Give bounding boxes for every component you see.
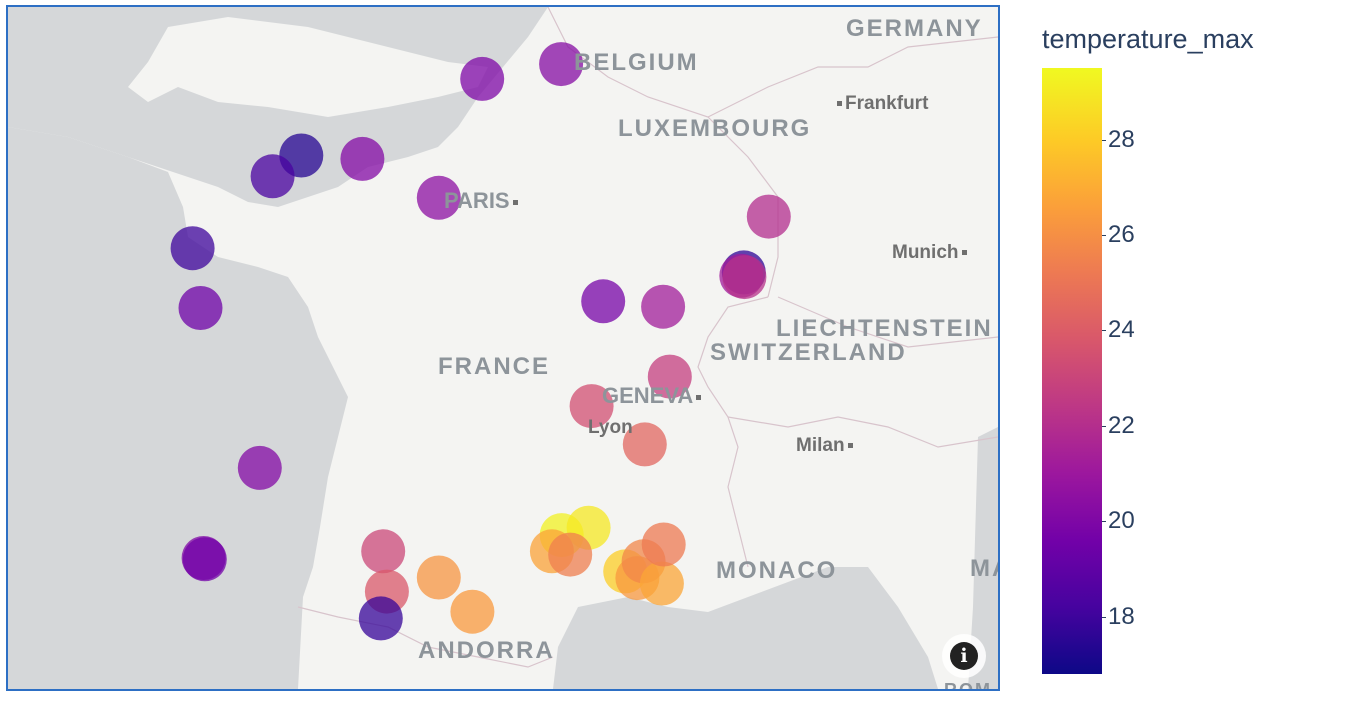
uk-landmass (128, 17, 488, 117)
scatter-point[interactable] (358, 596, 403, 641)
scatter-point[interactable] (639, 561, 684, 606)
scatter-points (170, 42, 791, 641)
scatter-point[interactable] (340, 136, 385, 181)
country-label-liechtenstein: LIECHTENSTEIN (776, 315, 993, 342)
city-dot-icon (847, 443, 853, 449)
colorbar-tick-mark (1102, 330, 1106, 332)
colorbar-tick-label: 20 (1108, 507, 1135, 535)
scatter-point[interactable] (250, 154, 295, 199)
scatter-point[interactable] (746, 194, 791, 239)
colorbar-tick-mark (1102, 616, 1106, 618)
colorbar-tick-mark (1102, 521, 1106, 523)
colorbar-tick-label: 22 (1108, 411, 1135, 439)
country-label-switzerland: SWITZERLAND (710, 339, 907, 366)
country-label-luxembourg: LUXEMBOURG (618, 115, 812, 142)
scatter-point[interactable] (416, 555, 461, 600)
scatter-point[interactable] (170, 226, 215, 271)
colorbar-title: temperature_max (1042, 24, 1254, 54)
scatter-point[interactable] (237, 445, 282, 490)
colorbar-tick-label: 18 (1108, 602, 1135, 630)
scatter-point[interactable] (460, 56, 505, 101)
city-label-geneva: GENEVA (602, 383, 704, 409)
city-label-paris: PARIS (444, 188, 521, 214)
info-icon: i (950, 642, 978, 670)
scatter-point[interactable] (178, 286, 223, 330)
scatter-point[interactable] (722, 255, 767, 300)
city-label-munich: Munich (892, 242, 970, 264)
scatter-point[interactable] (569, 384, 614, 429)
city-dot-icon (512, 199, 518, 205)
info-button[interactable]: i (942, 634, 986, 678)
scatter-point[interactable] (641, 284, 686, 329)
scatter-point[interactable] (450, 589, 495, 634)
scatter-point[interactable] (647, 354, 692, 399)
country-label-france: FRANCE (438, 353, 550, 380)
colorbar-tick-label: 26 (1108, 221, 1135, 248)
city-label-lyon: Lyon (588, 417, 633, 438)
scatter-point[interactable] (361, 529, 406, 574)
colorbar-tick-mark (1102, 425, 1106, 427)
mediterranean-sea (553, 567, 938, 689)
scatter-point[interactable] (641, 522, 686, 567)
city-label-frankfurt: Frankfurt (834, 93, 928, 115)
colorbar-tick-mark (1102, 235, 1106, 236)
city-dot-icon (837, 101, 842, 107)
country-label-andorra: ANDORRA (418, 637, 555, 664)
country-label-monaco: MONACO (716, 557, 838, 584)
country-label-rom: ROM (944, 680, 992, 691)
scatter-point[interactable] (581, 279, 626, 324)
country-label-belgium: BELGIUM (574, 49, 699, 76)
atlantic-ocean (8, 127, 348, 689)
scatter-point[interactable] (622, 422, 667, 467)
map-canvas[interactable] (8, 7, 998, 689)
city-dot-icon (961, 250, 967, 256)
colorbar-tick-label: 24 (1108, 316, 1135, 344)
scatter-point[interactable] (416, 175, 461, 220)
colorbar-tick-mark (1102, 139, 1106, 141)
city-dot-icon (696, 394, 702, 400)
colorbar (1042, 68, 1102, 674)
colorbar-tick-label: 28 (1108, 125, 1135, 153)
scatter-point[interactable] (548, 532, 593, 577)
adriatic-sea (968, 427, 998, 689)
country-label-germany: GERMANY (846, 15, 983, 42)
city-label-milan: Milan (796, 435, 856, 457)
scatter-point[interactable] (539, 42, 584, 87)
scatter-point[interactable] (182, 537, 227, 582)
map-frame[interactable]: GERMANY BELGIUM LUXEMBOURG LIECHTENSTEIN… (6, 5, 1000, 691)
country-label-ma: MA (970, 555, 998, 582)
